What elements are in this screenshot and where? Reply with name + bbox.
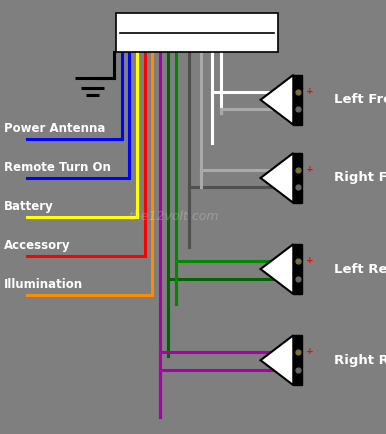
Polygon shape <box>261 75 293 125</box>
Polygon shape <box>261 335 293 385</box>
Bar <box>293 75 302 125</box>
Bar <box>293 335 302 385</box>
Text: Remote Turn On: Remote Turn On <box>4 161 111 174</box>
Bar <box>293 244 302 294</box>
Text: +: + <box>306 87 314 95</box>
Bar <box>293 153 302 203</box>
Text: +: + <box>306 165 314 174</box>
Polygon shape <box>261 153 293 203</box>
Text: Illumination: Illumination <box>4 278 83 291</box>
Text: +: + <box>306 256 314 265</box>
Text: +: + <box>306 347 314 356</box>
Text: Power Antenna: Power Antenna <box>4 122 105 135</box>
Text: Battery: Battery <box>4 200 54 213</box>
Text: Right Front: Right Front <box>334 171 386 184</box>
Text: Left Front: Left Front <box>334 93 386 106</box>
Text: the12volt.com: the12volt.com <box>129 210 219 224</box>
Text: Accessory: Accessory <box>4 239 71 252</box>
Text: Left Rear: Left Rear <box>334 263 386 276</box>
Bar <box>116 13 278 52</box>
Text: Right Rear: Right Rear <box>334 354 386 367</box>
Polygon shape <box>261 244 293 294</box>
